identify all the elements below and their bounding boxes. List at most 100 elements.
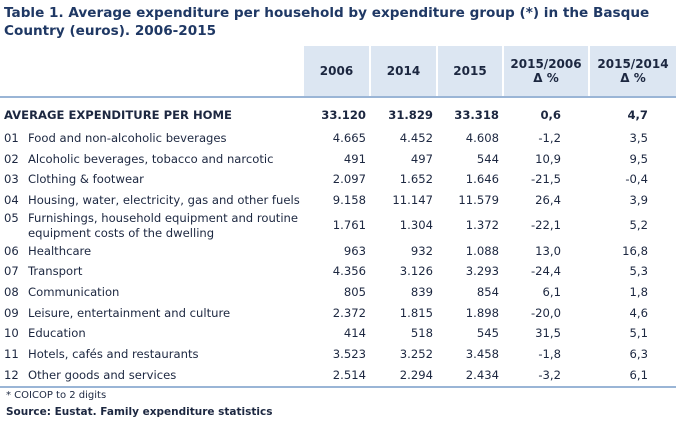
table-row: 11 Hotels, cafés and restaurants 3.523 3.25…: [0, 344, 676, 365]
row-label-wrap: 09 Leisure, entertainment and culture: [0, 306, 303, 321]
cell: 414: [343, 326, 366, 341]
cell: 4.452: [399, 130, 433, 145]
cell: 13,0: [535, 243, 561, 258]
row-code: 04: [4, 192, 19, 207]
row-label-cell: AVERAGE EXPENDITURE PER HOME: [0, 97, 303, 128]
row-label: Alcoholic beverages, tobacco and narcoti…: [28, 151, 274, 166]
cell: 5,1: [629, 326, 648, 341]
cell: 1.088: [465, 243, 499, 258]
row-code: 08: [4, 284, 19, 299]
cell: 4.608: [465, 130, 499, 145]
row-label: Education: [28, 326, 86, 341]
cell: 1.646: [465, 172, 499, 187]
row-label: Furnishings, household equipment and rou…: [28, 210, 299, 240]
column-header: 2015/2006 Δ %: [502, 46, 589, 98]
column-label: 2014: [386, 64, 421, 78]
table-row: 04 Housing, water, electricity, gas and o…: [0, 190, 676, 211]
cell: 9.158: [332, 192, 366, 207]
cell: -3,2: [503, 364, 589, 388]
cell: 3.293: [465, 264, 499, 279]
table-row: 01 Food and non-alcoholic beverages 4.665 4…: [0, 128, 676, 149]
row-label-wrap: 01 Food and non-alcoholic beverages: [0, 131, 303, 146]
footnote: * COICOP to 2 digits: [6, 390, 107, 401]
row-code: 12: [4, 367, 19, 382]
header-row: 2006 2014 2015 2015/2006 Δ % 2015/2014 Δ %: [0, 46, 676, 98]
cell: 2.514: [303, 364, 370, 388]
cell: 854: [476, 284, 499, 299]
cell: 33.120: [321, 107, 366, 122]
row-code: 05: [4, 210, 19, 225]
row-code: 11: [4, 347, 19, 362]
cell: 3.458: [465, 347, 499, 362]
cell: -1,2: [538, 130, 561, 145]
cell: 545: [476, 326, 499, 341]
row-label: Clothing & footwear: [28, 172, 144, 187]
cell: 0,6: [540, 107, 561, 122]
row-code: 06: [4, 243, 19, 258]
table-row: AVERAGE EXPENDITURE PER HOME 33.120 31.829…: [0, 97, 676, 128]
cell: 6,1: [589, 364, 676, 388]
row-label-cell: 12 Other goods and services: [0, 364, 303, 388]
column-label: 2015/2014: [597, 57, 669, 71]
cell: -22,1: [531, 218, 561, 233]
cell: 2.434: [437, 364, 503, 388]
cell: 4,7: [627, 107, 648, 122]
row-code: 07: [4, 264, 19, 279]
cell: -24,4: [531, 264, 561, 279]
column-header: 2014: [369, 46, 437, 98]
cell: -0,4: [625, 172, 648, 187]
row-label-cell: 01 Food and non-alcoholic beverages: [0, 128, 303, 149]
cell: 805: [343, 284, 366, 299]
row-label-wrap: 10 Education: [0, 326, 303, 341]
cell: 11.147: [392, 192, 433, 207]
cell: 3,9: [629, 192, 648, 207]
row-label: Transport: [28, 264, 83, 279]
cell: 5,3: [629, 264, 648, 279]
row-label: Communication: [28, 284, 120, 299]
row-label-cell: 07 Transport: [0, 261, 303, 282]
row-label-cell: 09 Leisure, entertainment and culture: [0, 303, 303, 324]
cell: -21,5: [531, 172, 561, 187]
column-label: 2006: [319, 64, 354, 78]
column-sub: Δ %: [533, 71, 559, 85]
cell: 518: [410, 326, 433, 341]
column-sub: Δ %: [620, 71, 646, 85]
row-label-wrap: 05 Furnishings, household equipment and r…: [0, 211, 303, 241]
cell: 1,8: [629, 284, 648, 299]
cell: 11.579: [458, 192, 499, 207]
row-label-wrap: 12 Other goods and services: [0, 368, 303, 383]
table-body: AVERAGE EXPENDITURE PER HOME 33.120 31.829…: [0, 97, 676, 388]
column-header: 2006: [302, 46, 370, 98]
cell: 544: [476, 151, 499, 166]
table-row: 05 Furnishings, household equipment and r…: [0, 211, 676, 241]
row-label: Leisure, entertainment and culture: [28, 305, 231, 320]
row-label-cell: 02 Alcoholic beverages, tobacco and narco…: [0, 149, 303, 170]
cell: 932: [410, 243, 433, 258]
column-header: 2015/2014 Δ %: [588, 46, 676, 98]
cell: 1.304: [399, 218, 433, 233]
cell: 1.652: [399, 172, 433, 187]
cell: 16,8: [622, 243, 648, 258]
row-label: Food and non-alcoholic beverages: [28, 130, 227, 145]
cell: 33.318: [454, 107, 499, 122]
title: Table 1. Average expenditure per househo…: [4, 5, 650, 39]
cell: 4.356: [332, 264, 366, 279]
row-label-wrap: 08 Communication: [0, 285, 303, 300]
cell: 3.126: [399, 264, 433, 279]
table-row: 07 Transport 4.356 3.126 3.293 -24,4 5,3: [0, 261, 676, 282]
row-label-wrap: AVERAGE EXPENDITURE PER HOME: [0, 108, 303, 123]
column-label: 2015/2006: [510, 57, 582, 71]
table-row: 08 Communication 805 839 854 6,1 1,8: [0, 282, 676, 303]
row-label: Healthcare: [28, 243, 92, 258]
table-row: 06 Healthcare 963 932 1.088 13,0 16,8: [0, 241, 676, 262]
row-label-cell: 03 Clothing & footwear: [0, 169, 303, 190]
cell: 5,2: [629, 218, 648, 233]
row-label-wrap: 02 Alcoholic beverages, tobacco and narco…: [0, 152, 303, 167]
row-code: 10: [4, 326, 19, 341]
table-row: 09 Leisure, entertainment and culture 2.37…: [0, 303, 676, 324]
cell: 1.372: [465, 218, 499, 233]
row-label: Hotels, cafés and restaurants: [28, 347, 199, 362]
row-code: 09: [4, 305, 19, 320]
cell: 4.665: [332, 130, 366, 145]
